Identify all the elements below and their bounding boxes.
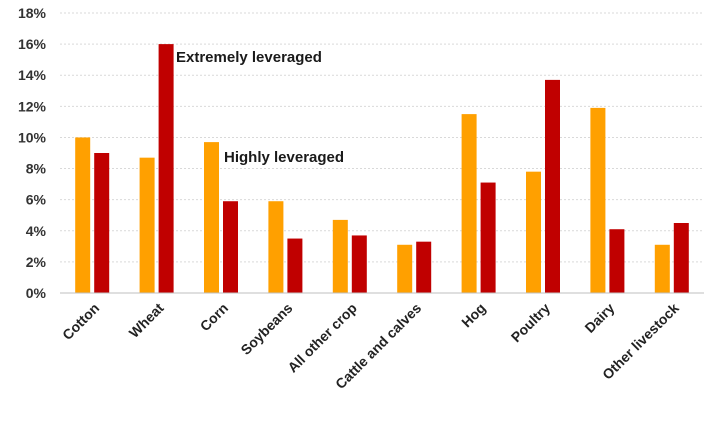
- bar-poultry-series-2: [545, 79, 560, 293]
- bars: [75, 44, 689, 293]
- x-tick-label: Poultry: [508, 300, 554, 346]
- y-tick-label: 10%: [18, 129, 47, 145]
- y-tick-label: 12%: [18, 98, 47, 114]
- bar-other-livestock-series-1: [654, 244, 670, 293]
- y-tick-label: 6%: [26, 192, 47, 208]
- y-tick-label: 4%: [26, 223, 47, 239]
- x-tick-label: Cotton: [59, 300, 102, 343]
- bar-hog-series-1: [461, 114, 477, 293]
- bar-corn-series-1: [204, 142, 219, 293]
- y-tick-label: 18%: [18, 5, 47, 21]
- bar-cotton-series-2: [94, 153, 110, 293]
- bar-cotton-series-1: [75, 137, 91, 293]
- annotation-highly-leveraged: Highly leveraged: [224, 149, 344, 166]
- bar-cattle-and-calves-series-1: [397, 244, 413, 293]
- bar-soybeans-series-1: [268, 201, 284, 293]
- y-tick-label: 16%: [18, 36, 47, 52]
- x-tick-label: Corn: [197, 300, 231, 334]
- bar-hog-series-2: [480, 182, 496, 293]
- bar-soybeans-series-2: [287, 238, 303, 293]
- bar-cattle-and-calves-series-2: [416, 241, 432, 293]
- bar-poultry-series-1: [526, 171, 541, 293]
- bar-wheat-series-1: [139, 157, 155, 293]
- bar-other-livestock-series-2: [673, 223, 689, 293]
- y-tick-label: 0%: [26, 285, 47, 301]
- y-axis-ticks: 0% 2% 4% 6% 8% 10% 12% 14% 16% 18%: [18, 5, 47, 301]
- bar-corn-series-2: [223, 201, 238, 293]
- y-tick-label: 8%: [26, 161, 47, 177]
- bar-all-other-crop-series-1: [332, 219, 348, 293]
- bar-wheat-series-2: [158, 44, 174, 293]
- gridlines: [60, 12, 704, 263]
- annotation-extremely-leveraged: Extremely leveraged: [176, 49, 322, 66]
- x-tick-label: Hog: [458, 300, 489, 331]
- bar-dairy-series-1: [590, 107, 606, 293]
- bar-dairy-series-2: [609, 229, 625, 293]
- y-tick-label: 2%: [26, 254, 47, 270]
- x-tick-label: Soybeans: [237, 300, 295, 358]
- y-tick-label: 14%: [18, 67, 47, 83]
- x-tick-label: Dairy: [581, 300, 617, 336]
- x-tick-label: Wheat: [126, 300, 167, 341]
- bar-all-other-crop-series-2: [351, 235, 367, 293]
